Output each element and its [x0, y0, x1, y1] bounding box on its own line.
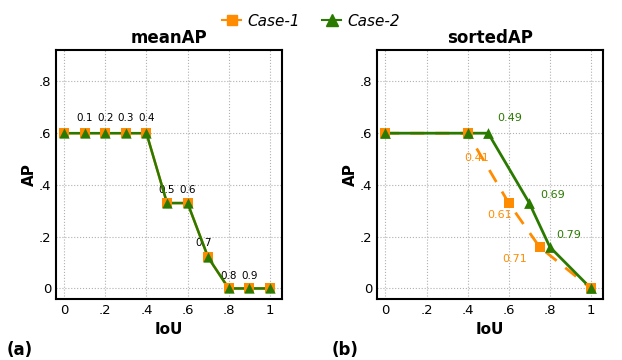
Text: 0.8: 0.8 [220, 271, 237, 281]
Legend: Case-1, Case-2: Case-1, Case-2 [216, 8, 406, 35]
Point [141, 130, 151, 136]
Point [80, 130, 90, 136]
Point [59, 130, 69, 136]
Point [121, 130, 131, 136]
Point [59, 130, 69, 136]
Text: 0.7: 0.7 [196, 238, 212, 248]
Point [203, 255, 213, 260]
Text: 0.5: 0.5 [159, 185, 175, 195]
Point [141, 130, 151, 136]
Point [483, 130, 493, 136]
Point [183, 200, 193, 206]
Title: meanAP: meanAP [131, 30, 207, 48]
Text: 0.69: 0.69 [541, 190, 565, 200]
Point [586, 285, 596, 291]
Point [244, 285, 254, 291]
Title: sortedAP: sortedAP [447, 30, 533, 48]
Point [162, 200, 172, 206]
Point [463, 130, 473, 136]
Text: 0.1: 0.1 [77, 113, 93, 123]
Point [586, 285, 596, 291]
Text: 0.3: 0.3 [118, 113, 134, 123]
Point [121, 130, 131, 136]
Point [381, 130, 391, 136]
Point [224, 285, 234, 291]
Point [100, 130, 110, 136]
Text: (b): (b) [332, 341, 359, 359]
Text: 0.61: 0.61 [487, 210, 512, 220]
Point [265, 285, 275, 291]
Text: 0.9: 0.9 [241, 271, 258, 281]
X-axis label: IoU: IoU [155, 322, 183, 337]
Point [265, 285, 275, 291]
Point [224, 285, 234, 291]
Point [244, 285, 254, 291]
Point [504, 200, 514, 206]
Text: 0.2: 0.2 [97, 113, 114, 123]
Point [203, 255, 213, 260]
Point [80, 130, 90, 136]
Text: 0.49: 0.49 [498, 113, 522, 123]
Text: 0.6: 0.6 [179, 185, 196, 195]
Text: (a): (a) [6, 341, 32, 359]
X-axis label: IoU: IoU [476, 322, 504, 337]
Point [545, 244, 555, 250]
Point [100, 130, 110, 136]
Point [183, 200, 193, 206]
Text: 0.71: 0.71 [503, 254, 527, 264]
Point [381, 130, 391, 136]
Text: 0.4: 0.4 [138, 113, 155, 123]
Point [524, 200, 534, 206]
Text: 0.41: 0.41 [465, 153, 490, 163]
Point [463, 130, 473, 136]
Y-axis label: AP: AP [343, 163, 358, 186]
Point [535, 244, 545, 250]
Y-axis label: AP: AP [22, 163, 37, 186]
Point [162, 200, 172, 206]
Text: 0.79: 0.79 [556, 230, 581, 240]
